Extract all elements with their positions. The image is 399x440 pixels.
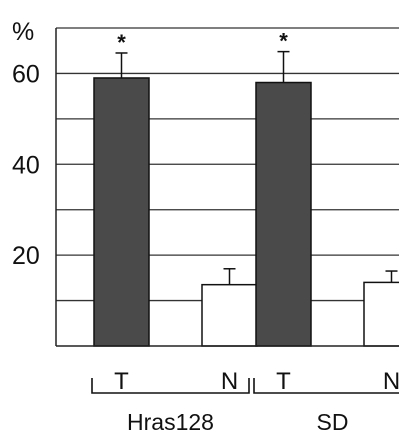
group-bracket-hras128 [91, 378, 250, 394]
category-labels: T N Hras128 T N SD [114, 368, 399, 435]
group-label-hras128: Hras128 [127, 409, 214, 435]
category-label-sd-n: N [383, 368, 399, 395]
y-tick-label-40: 40 [12, 151, 40, 179]
group-bracket-sd [253, 378, 399, 394]
bar-hras128-n [201, 283, 258, 347]
bar-sd-t [255, 81, 312, 347]
bar-hras128-t [93, 77, 150, 347]
group-brackets [91, 378, 399, 394]
category-label-hras128-n: N [221, 368, 238, 395]
category-label-hras128-t: T [114, 368, 129, 395]
y-axis-unit-label: % [12, 18, 34, 46]
group-label-sd: SD [317, 409, 349, 435]
significance-star-sd: * [279, 29, 288, 54]
bar-sd-n [363, 281, 399, 347]
axes [55, 28, 399, 347]
y-tick-label-60: 60 [12, 60, 40, 88]
category-label-sd-t: T [276, 368, 291, 395]
significance-star-hras128: * [117, 30, 126, 55]
bars: * * [93, 29, 399, 347]
y-tick-label-20: 20 [12, 242, 40, 270]
y-tick-labels: 20 40 60 [12, 60, 40, 270]
